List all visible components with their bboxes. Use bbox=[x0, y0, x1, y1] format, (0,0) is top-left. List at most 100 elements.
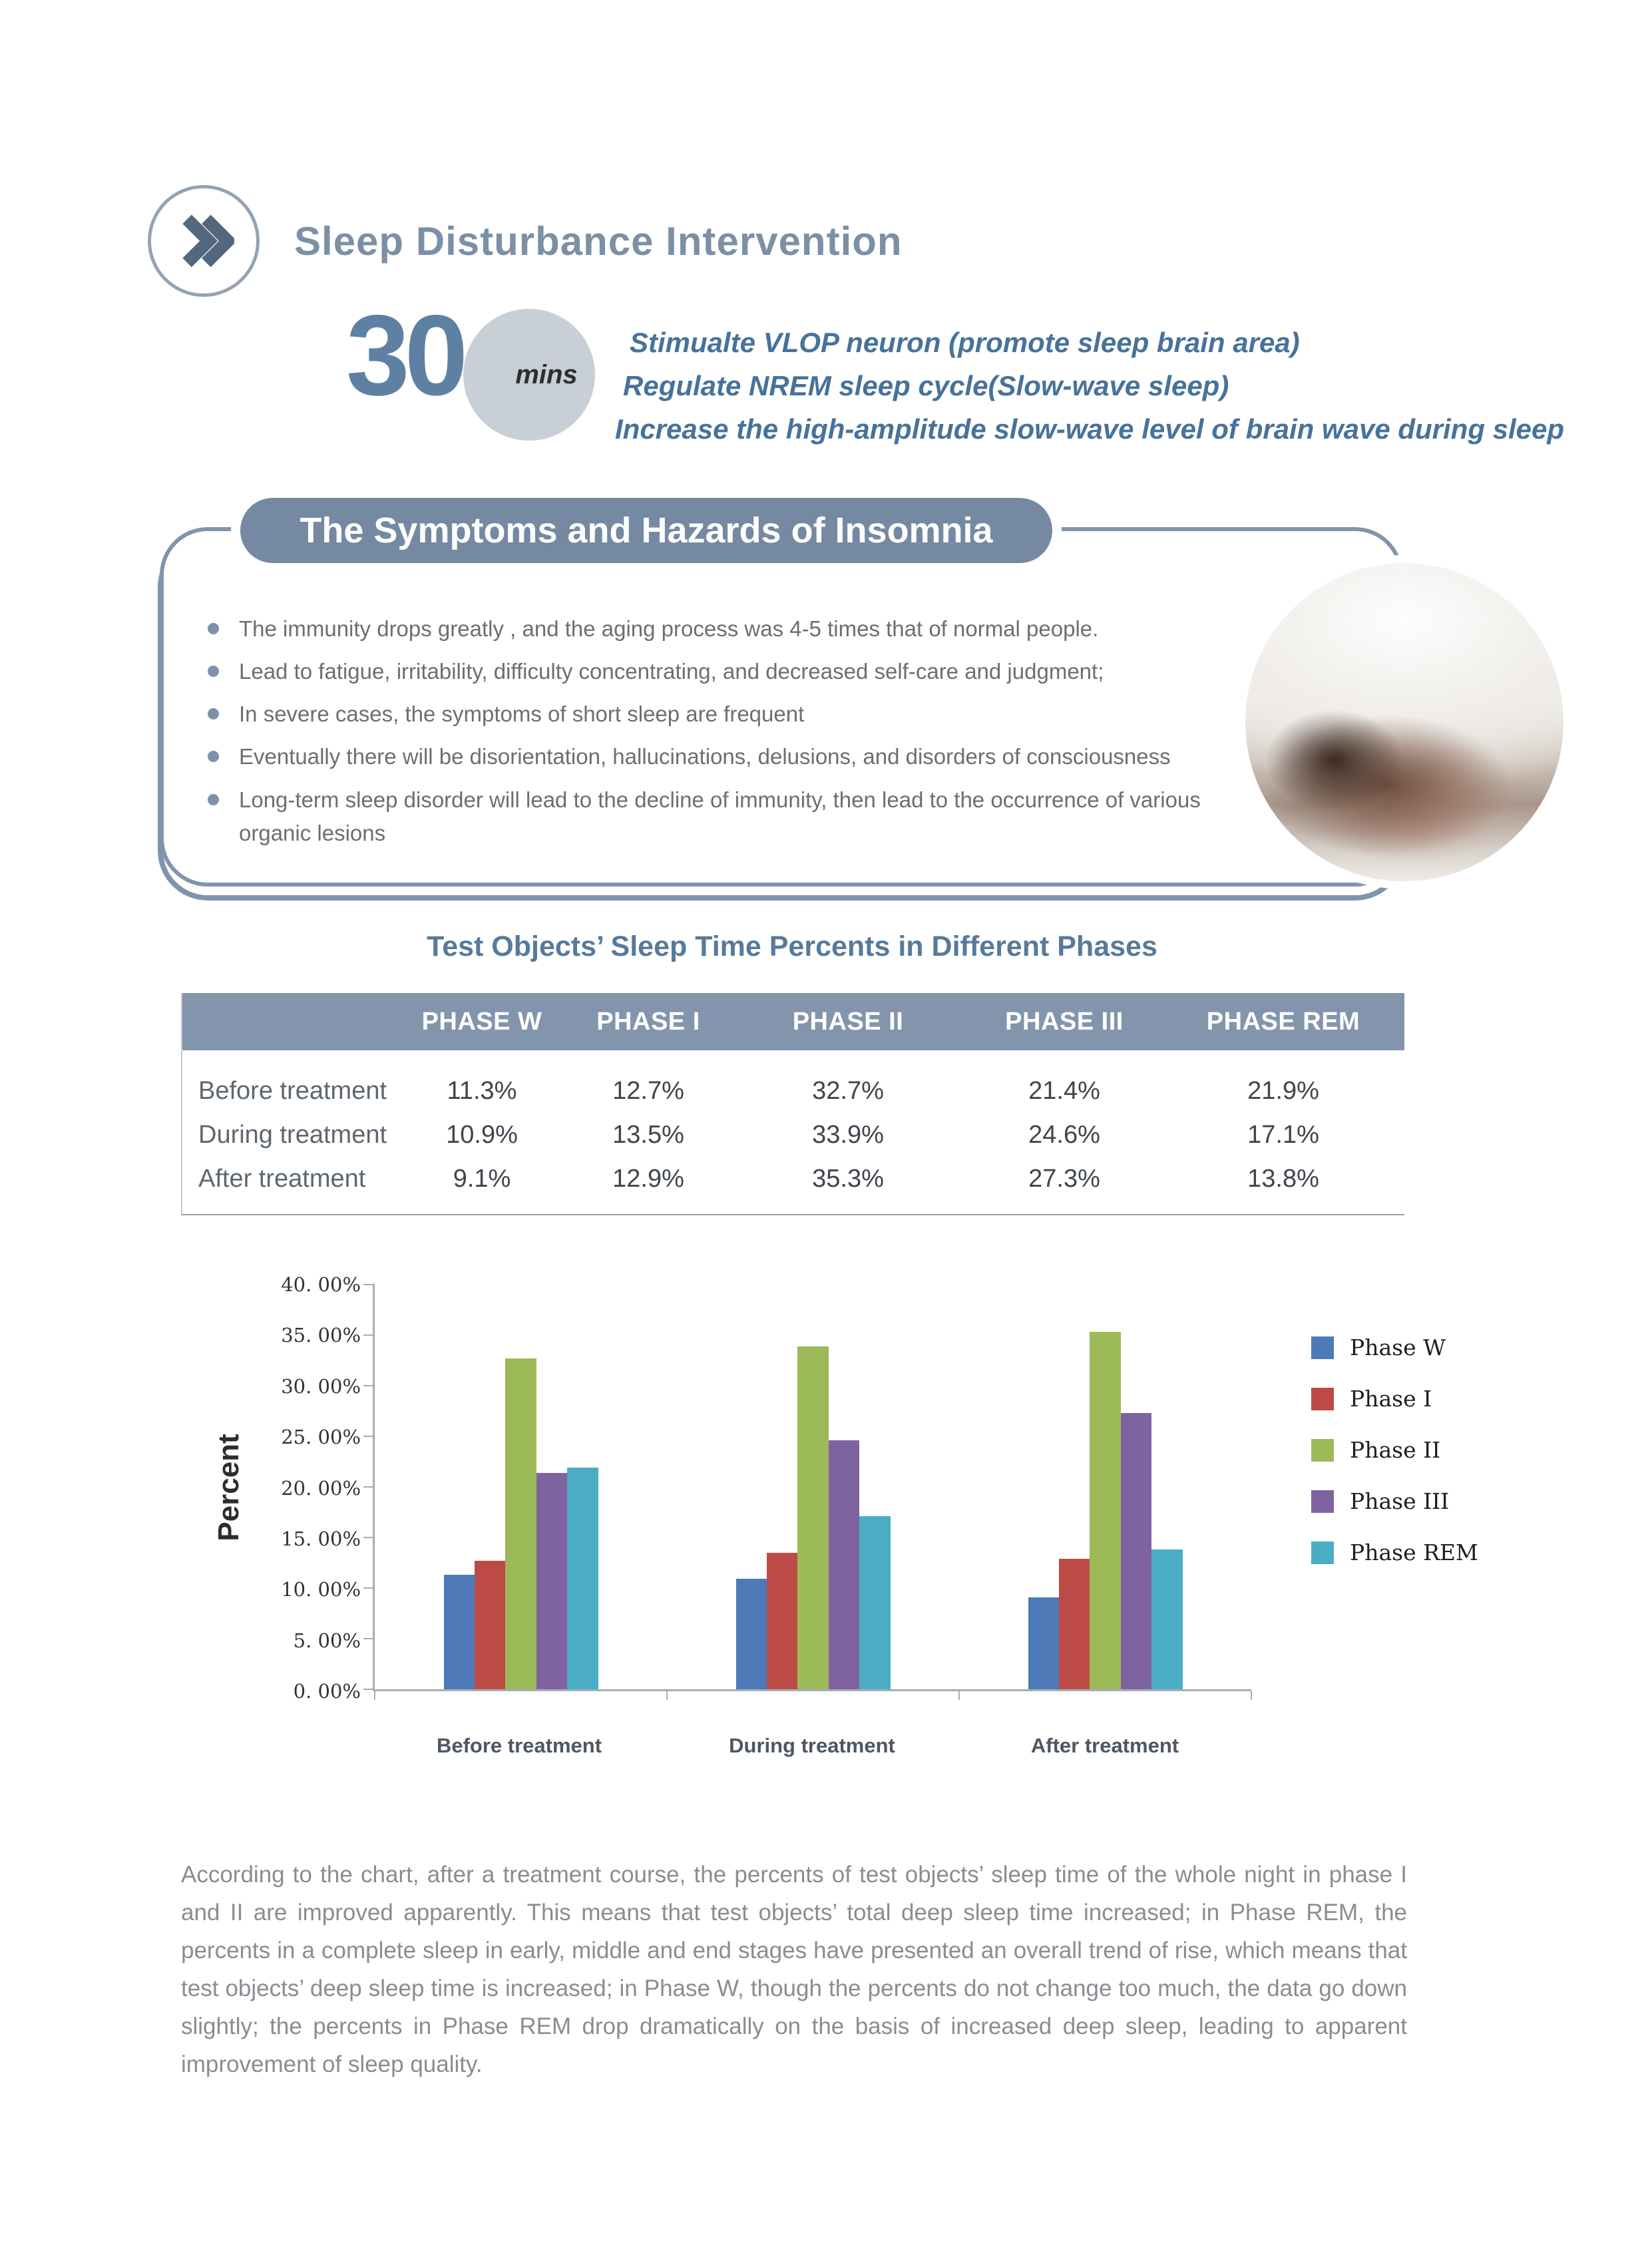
y-tick-mark bbox=[363, 1537, 375, 1538]
bullet-dot-icon bbox=[208, 793, 219, 805]
legend-item: Phase I bbox=[1311, 1386, 1478, 1412]
column-header: PHASE I bbox=[596, 1007, 700, 1036]
bar-phase-iii bbox=[828, 1440, 860, 1689]
symptom-list: The immunity drops greatly , and the agi… bbox=[208, 612, 1250, 859]
legend-label: Phase I bbox=[1350, 1386, 1432, 1412]
x-category-label: Before treatment bbox=[436, 1734, 602, 1757]
legend-item: Phase REM bbox=[1311, 1539, 1478, 1565]
chart-x-labels: Before treatment During treatment After tr… bbox=[373, 1734, 1251, 1758]
column-header: PHASE II bbox=[792, 1007, 904, 1036]
y-tick-label: 30. 00% bbox=[281, 1374, 361, 1398]
x-tick-mark bbox=[666, 1691, 668, 1700]
bar-phase-w bbox=[443, 1575, 475, 1689]
duration-badge: mins 30 bbox=[346, 296, 612, 447]
cell-value: 13.5% bbox=[612, 1120, 684, 1149]
duration-number: 30 bbox=[346, 292, 468, 419]
bar-phase-rem bbox=[567, 1468, 598, 1689]
symptom-item: The immunity drops greatly , and the agi… bbox=[208, 612, 1250, 646]
symptom-text: Eventually there will be disorientation,… bbox=[239, 744, 1171, 769]
double-chevron-right-icon bbox=[148, 185, 260, 297]
cell-value: 12.9% bbox=[612, 1164, 684, 1193]
legend-swatch bbox=[1311, 1438, 1334, 1462]
sleep-phase-chart: Percent 0. 00% 5. 00% 10. 00% 15. 00% 20. 00… bbox=[180, 1268, 1551, 1794]
intro-lines: Stimualte VLOP neuron (promote sleep bra… bbox=[612, 321, 1564, 451]
column-header: PHASE REM bbox=[1206, 1007, 1360, 1036]
y-tick-mark bbox=[363, 1436, 375, 1437]
legend-item: Phase II bbox=[1311, 1437, 1478, 1463]
symptom-item: Lead to fatigue, irritability, difficult… bbox=[208, 655, 1250, 688]
y-tick-label: 40. 00% bbox=[281, 1273, 361, 1296]
legend-label: Phase W bbox=[1350, 1334, 1446, 1360]
column-header: PHASE III bbox=[1005, 1007, 1124, 1036]
cell-value: 33.9% bbox=[812, 1120, 884, 1149]
bullet-dot-icon bbox=[208, 751, 219, 763]
symptom-item: Long-term sleep disorder will lead to th… bbox=[208, 783, 1250, 850]
intro-line: Increase the high-amplitude slow-wave le… bbox=[615, 413, 1565, 445]
intro-line: Stimualte VLOP neuron (promote sleep bra… bbox=[630, 327, 1300, 358]
x-category-label: During treatment bbox=[729, 1734, 895, 1757]
y-tick-mark bbox=[363, 1486, 375, 1488]
bullet-dot-icon bbox=[208, 708, 219, 720]
intro-line: Regulate NREM sleep cycle(Slow-wave slee… bbox=[623, 370, 1229, 401]
legend-label: Phase II bbox=[1350, 1437, 1441, 1463]
page-title: Sleep Disturbance Intervention bbox=[294, 218, 903, 264]
cell-value: 24.6% bbox=[1028, 1120, 1100, 1149]
bar-phase-w bbox=[1028, 1597, 1059, 1689]
legend-swatch bbox=[1311, 1336, 1334, 1359]
cell-value: 32.7% bbox=[812, 1076, 884, 1105]
y-tick-label: 15. 00% bbox=[281, 1527, 361, 1550]
chart-y-ticks: 0. 00% 5. 00% 10. 00% 15. 00% 20. 00% 25. 00%… bbox=[180, 1273, 361, 1703]
bar-phase-ii bbox=[797, 1346, 829, 1689]
table-row: After treatment 9.1% 12.9% 35.3% 27.3% 13.8% bbox=[182, 1157, 1404, 1201]
table-header-row: PHASE W PHASE I PHASE II PHASE III PHASE REM bbox=[182, 993, 1404, 1050]
cell-value: 35.3% bbox=[812, 1164, 884, 1193]
symptom-item: Eventually there will be disorientation,… bbox=[208, 740, 1250, 773]
legend-item: Phase III bbox=[1311, 1488, 1478, 1514]
symptom-text: Long-term sleep disorder will lead to th… bbox=[239, 787, 1201, 845]
header: Sleep Disturbance Intervention bbox=[148, 185, 903, 297]
symptom-text: Lead to fatigue, irritability, difficult… bbox=[239, 659, 1104, 684]
table-row: Before treatment 11.3% 12.7% 32.7% 21.4% 21.9… bbox=[182, 1069, 1404, 1113]
cell-value: 27.3% bbox=[1028, 1164, 1100, 1193]
table-title: Test Objects’ Sleep Time Percents in Dif… bbox=[427, 930, 1157, 962]
cell-value: 13.8% bbox=[1247, 1164, 1319, 1193]
y-tick-label: 10. 00% bbox=[281, 1578, 361, 1601]
y-tick-mark bbox=[363, 1638, 375, 1639]
chart-plot bbox=[363, 1284, 1252, 1700]
cell-value: 9.1% bbox=[453, 1164, 511, 1193]
bar-phase-ii bbox=[1090, 1332, 1121, 1689]
column-header: PHASE W bbox=[421, 1007, 542, 1036]
duration-circle: mins bbox=[463, 309, 595, 441]
y-tick-label: 5. 00% bbox=[293, 1629, 361, 1652]
table-row: During treatment 10.9% 13.5% 33.9% 24.6% 17.1… bbox=[182, 1113, 1404, 1157]
y-tick-mark bbox=[363, 1284, 375, 1285]
cell-value: 10.9% bbox=[446, 1120, 518, 1149]
x-tick-mark bbox=[1251, 1691, 1252, 1700]
analysis-paragraph: According to the chart, after a treatmen… bbox=[181, 1862, 1407, 2077]
cell-value: 11.3% bbox=[447, 1076, 517, 1105]
symptom-item: In severe cases, the symptoms of short s… bbox=[208, 698, 1250, 731]
y-tick-mark bbox=[363, 1689, 375, 1690]
y-tick-mark bbox=[363, 1334, 375, 1336]
legend-swatch bbox=[1311, 1387, 1334, 1410]
bar-phase-i bbox=[474, 1560, 506, 1689]
symptom-text: The immunity drops greatly , and the agi… bbox=[239, 616, 1099, 641]
x-tick-mark bbox=[958, 1691, 960, 1700]
bar-phase-i bbox=[1058, 1558, 1090, 1689]
bar-group bbox=[1028, 1285, 1183, 1689]
duration-unit: mins bbox=[515, 359, 578, 389]
x-category-label: After treatment bbox=[1030, 1734, 1179, 1757]
cell-value: 17.1% bbox=[1247, 1120, 1319, 1149]
bullet-dot-icon bbox=[208, 623, 219, 634]
chart-legend: Phase W Phase I Phase II Phase III Phase REM bbox=[1311, 1334, 1478, 1591]
table-body: Before treatment 11.3% 12.7% 32.7% 21.4% 21.9… bbox=[182, 1050, 1404, 1201]
symptoms-box: The Symptoms and Hazards of Insomnia The… bbox=[160, 498, 1563, 887]
cell-value: 21.9% bbox=[1247, 1076, 1319, 1105]
bullet-dot-icon bbox=[208, 666, 219, 678]
y-tick-mark bbox=[363, 1587, 375, 1589]
bar-phase-iii bbox=[536, 1472, 568, 1689]
legend-label: Phase REM bbox=[1350, 1539, 1478, 1565]
insomnia-photo bbox=[1245, 563, 1563, 881]
row-label: During treatment bbox=[198, 1120, 387, 1149]
